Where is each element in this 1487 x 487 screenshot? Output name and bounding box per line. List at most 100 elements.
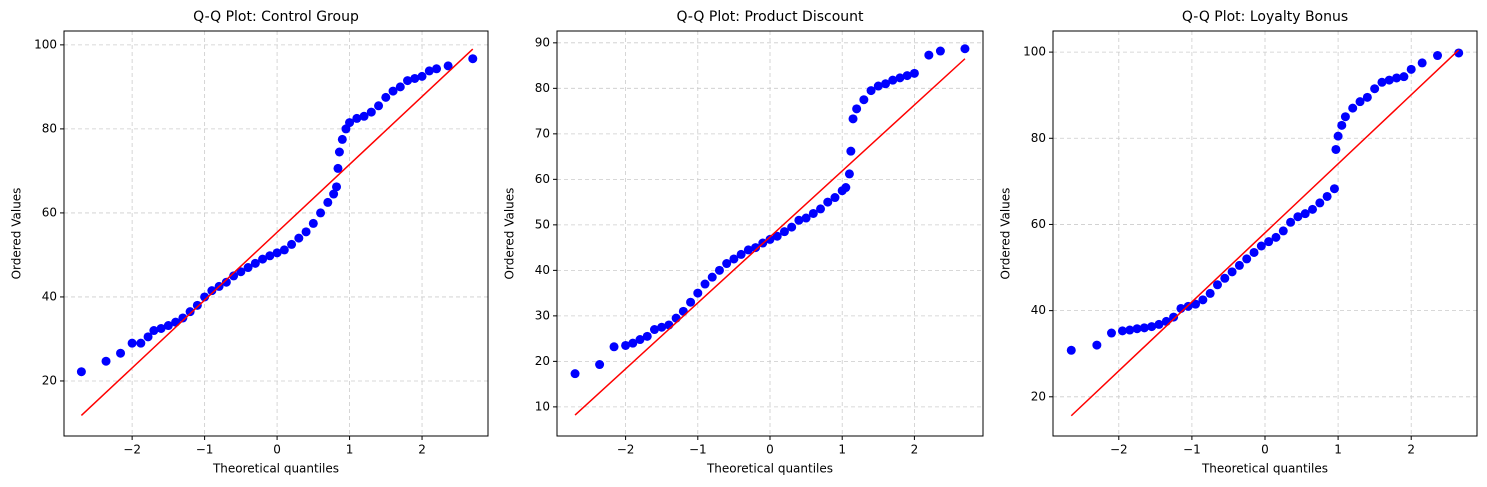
point [359, 111, 369, 121]
x-axis-label: Theoretical quantiles [706, 462, 833, 476]
y-tick-label: 40 [535, 263, 550, 277]
point [1293, 212, 1303, 222]
point [693, 288, 703, 298]
point [432, 64, 442, 74]
point [909, 68, 919, 78]
point [229, 271, 239, 281]
point [1454, 48, 1464, 58]
point [410, 73, 420, 83]
point [1300, 209, 1310, 219]
point [417, 71, 427, 81]
point [294, 233, 304, 243]
point [595, 360, 605, 370]
point [801, 213, 811, 223]
point [848, 114, 858, 124]
point [1433, 51, 1443, 61]
x-tick-label: −1 [196, 443, 214, 457]
panel: −2 −1 0 1 2 20 40 60 80 100 Q-Q Plot: Loyalty Bonu… [999, 9, 1478, 476]
point [707, 272, 717, 282]
point [772, 231, 782, 241]
point [1169, 312, 1179, 322]
y-tick-label: 10 [535, 399, 550, 413]
point [149, 326, 159, 336]
point [332, 182, 342, 192]
point [1271, 232, 1281, 242]
point [657, 322, 667, 332]
point [816, 204, 826, 214]
fit-line [80, 48, 474, 416]
point [859, 95, 869, 105]
point [1198, 295, 1208, 305]
point [1355, 97, 1365, 107]
point [830, 193, 840, 203]
x-tick-label: −1 [689, 443, 707, 457]
y-tick-label: 80 [42, 121, 57, 135]
chart-title: Q-Q Plot: Product Discount [676, 9, 864, 25]
point [1340, 112, 1350, 122]
y-axis-label: Ordered Values [10, 188, 24, 280]
point [1242, 254, 1252, 264]
point [101, 356, 111, 366]
y-tick-label: 70 [535, 126, 550, 140]
point [1329, 184, 1339, 194]
point [1399, 72, 1409, 82]
point [642, 331, 652, 341]
point [881, 79, 891, 89]
point [366, 107, 376, 117]
point [265, 251, 275, 261]
point [136, 338, 146, 348]
point [1106, 328, 1116, 338]
plot-frame [63, 30, 489, 437]
point [729, 254, 739, 264]
x-tick-label: 0 [1261, 443, 1269, 457]
y-tick-label: 100 [34, 37, 57, 51]
point [808, 208, 818, 218]
point [424, 66, 434, 76]
point [443, 61, 453, 71]
point [1212, 280, 1222, 290]
x-tick-label: −2 [123, 443, 141, 457]
point [1337, 120, 1347, 130]
point [403, 76, 413, 86]
point [628, 338, 638, 348]
point [221, 277, 231, 287]
point [924, 50, 934, 60]
point [1132, 324, 1142, 334]
point [1220, 273, 1230, 283]
y-tick-label: 80 [1031, 131, 1046, 145]
point [388, 86, 398, 96]
point [787, 222, 797, 232]
point [185, 307, 195, 317]
point [272, 248, 282, 258]
y-tick-label: 20 [42, 373, 57, 387]
y-tick-label: 20 [1031, 389, 1046, 403]
point [337, 134, 347, 144]
point [823, 197, 833, 207]
point [873, 81, 883, 91]
point [329, 189, 339, 199]
point [1308, 204, 1318, 214]
x-axis-label: Theoretical quantiles [1201, 462, 1328, 476]
point [1377, 77, 1387, 87]
x-axis-label: Theoretical quantiles [212, 462, 339, 476]
x-tick-label: 2 [1407, 443, 1415, 457]
point [1256, 241, 1266, 251]
point [163, 321, 173, 331]
point [116, 348, 126, 358]
point [609, 342, 619, 352]
point [334, 147, 344, 157]
point [1125, 325, 1135, 335]
point [841, 183, 851, 193]
point [1234, 260, 1244, 270]
point [751, 243, 761, 253]
y-tick-label: 40 [1031, 303, 1046, 317]
point [888, 75, 898, 85]
point [1264, 237, 1274, 247]
point [852, 104, 862, 114]
point [1117, 326, 1127, 336]
point [76, 367, 86, 377]
panel: −2 −1 0 1 2 20 40 60 80 100 Q-Q Plot: Control Grou… [10, 9, 489, 476]
x-tick-label: 0 [273, 443, 281, 457]
y-tick-label: 50 [535, 217, 550, 231]
